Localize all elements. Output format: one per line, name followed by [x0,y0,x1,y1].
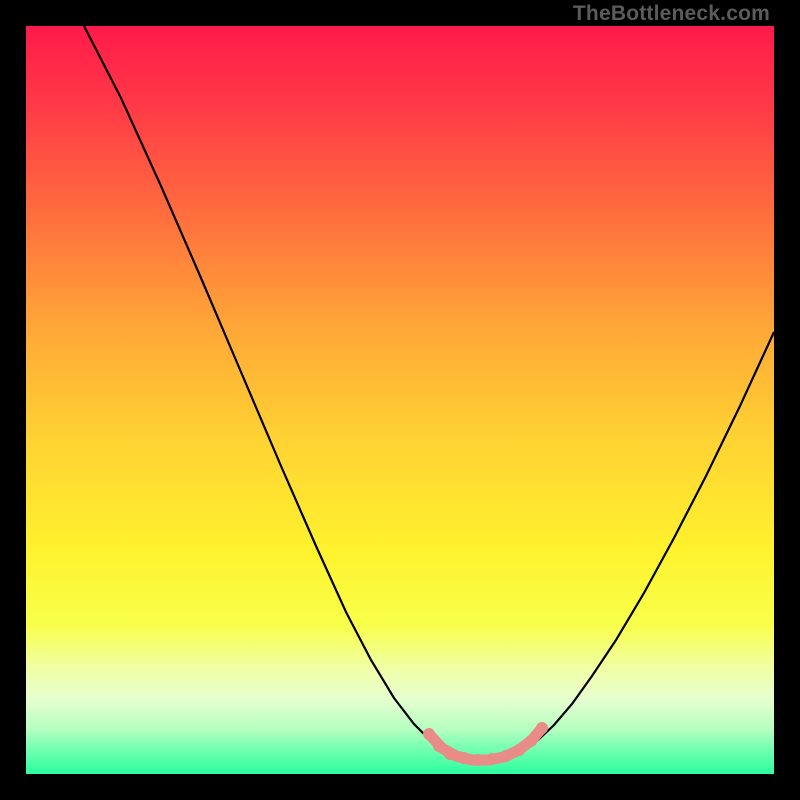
valley-marker [423,728,435,740]
valley-marker [444,748,456,760]
valley-marker [433,740,445,752]
valley-marker [486,753,498,765]
watermark-text: TheBottleneck.com [573,2,770,26]
valley-marker [472,754,484,766]
bottleneck-curve [84,26,774,760]
valley-marker [458,752,470,764]
valley-marker [536,722,548,734]
valley-marker [525,735,537,747]
valley-marker [500,750,512,762]
chart-frame: TheBottleneck.com [0,0,800,800]
plot-area [26,26,774,774]
curve-layer [26,26,774,774]
valley-marker [513,744,525,756]
